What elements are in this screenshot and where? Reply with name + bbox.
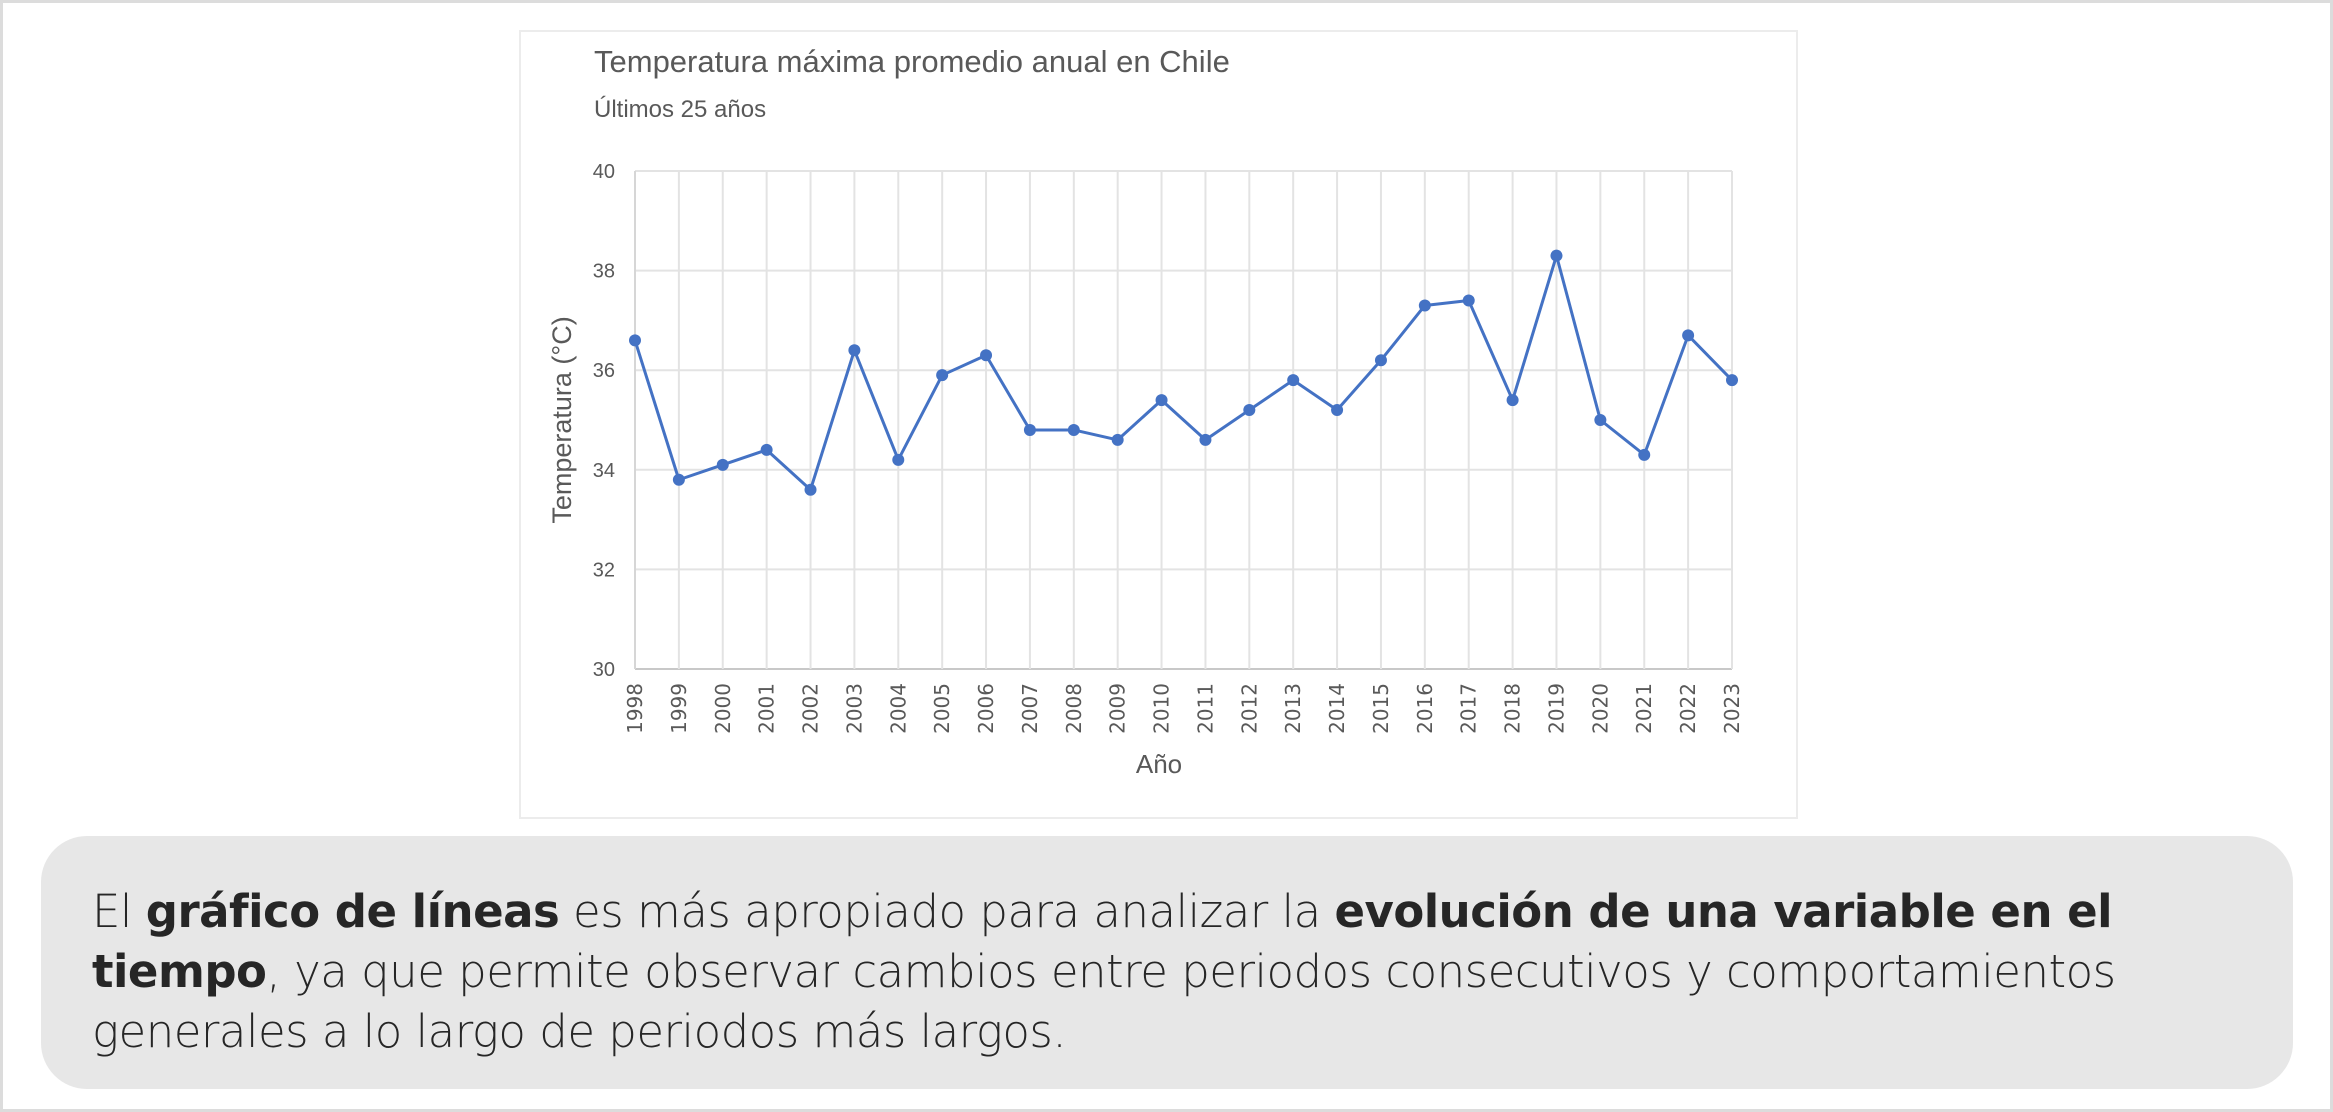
data-point [1594, 414, 1607, 426]
y-tick-label: 34 [593, 460, 615, 482]
x-tick-label: 2017 [1457, 683, 1481, 734]
y-tick-label: 36 [593, 360, 615, 382]
data-point [716, 458, 729, 471]
data-point [1199, 433, 1212, 446]
data-point [760, 443, 773, 456]
data-point [1331, 404, 1344, 417]
data-point [980, 349, 993, 362]
data-point [1287, 374, 1300, 387]
data-point [1550, 249, 1563, 262]
x-tick-label: 2022 [1676, 683, 1700, 734]
caption-emphasis: evolución de una variable en el tiempo [92, 885, 2113, 998]
x-tick-label: 2000 [711, 683, 735, 734]
chart-container: Temperatura máxima promedio anual en Chi… [519, 30, 1798, 819]
data-point [1726, 374, 1738, 387]
data-point [1418, 299, 1431, 312]
data-point [1506, 394, 1519, 407]
x-tick-label: 2008 [1062, 683, 1086, 734]
data-point [1462, 294, 1475, 307]
data-point [1243, 404, 1256, 417]
x-tick-label: 2011 [1193, 683, 1217, 734]
x-axis-ticks: 1998 1999 2000 2001 2002 2003 2004 2005 2006 2007… [623, 683, 1744, 734]
chart-title: Temperatura máxima promedio anual en Chi… [594, 44, 1230, 79]
data-point [1155, 394, 1168, 407]
y-axis-ticks: 30 32 34 36 38 40 [593, 161, 615, 681]
caption-segment: El [92, 885, 146, 938]
caption-panel: El gráfico de líneas es más apropiado pa… [41, 836, 2293, 1089]
data-point [848, 344, 861, 357]
y-tick-label: 30 [593, 659, 615, 681]
x-tick-label: 2005 [930, 683, 954, 734]
data-point [1374, 354, 1387, 367]
data-point [672, 473, 685, 486]
x-tick-label: 2010 [1150, 683, 1174, 734]
y-axis-title: Temperatura (°C) [547, 316, 577, 523]
x-tick-label: 2003 [842, 683, 866, 734]
y-tick-label: 38 [593, 261, 615, 283]
y-tick-label: 32 [593, 559, 615, 581]
data-point [1067, 423, 1080, 436]
x-tick-label: 2012 [1237, 683, 1261, 734]
x-tick-label: 1998 [623, 683, 647, 734]
x-tick-label: 2019 [1544, 683, 1568, 734]
x-tick-label: 2023 [1720, 683, 1744, 734]
data-point [1638, 448, 1651, 461]
x-axis-title: Año [1136, 749, 1182, 779]
x-tick-label: 2016 [1413, 683, 1437, 734]
x-tick-label: 2014 [1325, 683, 1349, 734]
caption-segment: es más apropiado para analizar la [559, 885, 1335, 938]
series-line [633, 254, 1734, 492]
data-point [1023, 423, 1036, 436]
x-tick-label: 2013 [1281, 683, 1305, 734]
caption-segment: , ya que permite observar cambios entre … [92, 945, 2116, 1058]
x-tick-label: 2007 [1018, 683, 1042, 734]
x-tick-label: 2009 [1106, 683, 1130, 734]
x-tick-label: 2021 [1632, 683, 1656, 734]
series-group [629, 249, 1738, 496]
x-tick-label: 2020 [1588, 683, 1612, 734]
data-point [804, 483, 817, 496]
chart-subtitle: Últimos 25 años [594, 96, 766, 123]
data-point [936, 369, 949, 382]
x-tick-label: 2001 [755, 683, 779, 734]
data-point [1682, 329, 1695, 342]
data-point [892, 453, 905, 466]
x-tick-label: 2006 [974, 683, 998, 734]
caption-text: El gráfico de líneas es más apropiado pa… [92, 882, 2262, 1062]
x-tick-label: 2004 [886, 683, 910, 734]
x-tick-label: 1999 [667, 683, 691, 734]
x-tick-label: 2018 [1501, 683, 1525, 734]
caption-emphasis: gráfico de líneas [145, 885, 560, 938]
x-tick-label: 2002 [799, 683, 823, 734]
data-point [1111, 433, 1124, 446]
grid [634, 170, 1733, 670]
y-tick-label: 40 [593, 161, 615, 183]
data-point [629, 334, 641, 347]
x-tick-label: 2015 [1369, 683, 1393, 734]
line-chart: Temperatura máxima promedio anual en Chi… [547, 44, 1744, 779]
